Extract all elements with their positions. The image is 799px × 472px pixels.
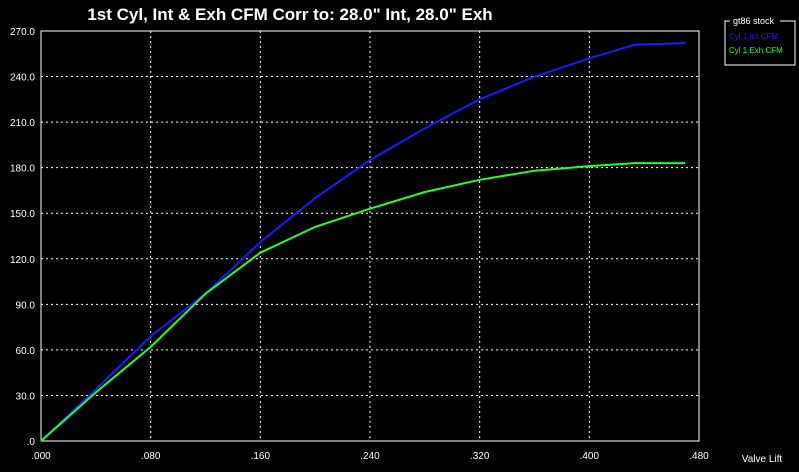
y-tick-label: 240.0 [10, 73, 35, 84]
y-tick-label: 270.0 [10, 27, 35, 38]
x-tick-label: .320 [470, 451, 490, 462]
y-tick-label: 210.0 [10, 118, 35, 129]
legend-box [724, 20, 796, 66]
series-line-intake [40, 42, 686, 442]
y-tick-label: .0 [27, 437, 36, 448]
legend-entries: Cyl 1 Int CFM Cyl 1 Exh CFM [729, 32, 783, 55]
series-line-exhaust [40, 162, 686, 442]
chart-title: 1st Cyl, Int & Exh CFM Corr to: 28.0" In… [87, 5, 492, 24]
legend-title: gt86 stock [733, 16, 775, 26]
y-tick-label: 180.0 [10, 164, 35, 175]
x-tick-label: .240 [360, 451, 380, 462]
tick-labels: .000 .080 .160 .240 .320 .400 .480 .0 30.0 60.0 90… [10, 27, 709, 462]
x-tick-label: .000 [31, 451, 51, 462]
x-tick-label: .480 [689, 451, 709, 462]
x-tick-label: .400 [580, 451, 600, 462]
y-tick-label: 90.0 [16, 300, 36, 311]
y-tick-label: 30.0 [16, 391, 36, 402]
legend-entry: Cyl 1 Int CFM [729, 32, 778, 41]
x-axis-label: Valve Lift [742, 454, 783, 465]
y-tick-label: 120.0 [10, 255, 35, 266]
grid-lines [41, 31, 699, 441]
legend-title-mask [730, 15, 780, 27]
legend-entry: Cyl 1 Exh CFM [729, 46, 783, 55]
legend: gt86 stock Cyl 1 Int CFM Cyl 1 Exh CFM [724, 15, 796, 66]
y-tick-label: 150.0 [10, 209, 35, 220]
series-lines [40, 42, 686, 442]
y-tick-label: 60.0 [16, 346, 36, 357]
x-tick-label: .160 [251, 451, 271, 462]
x-tick-label: .080 [141, 451, 161, 462]
